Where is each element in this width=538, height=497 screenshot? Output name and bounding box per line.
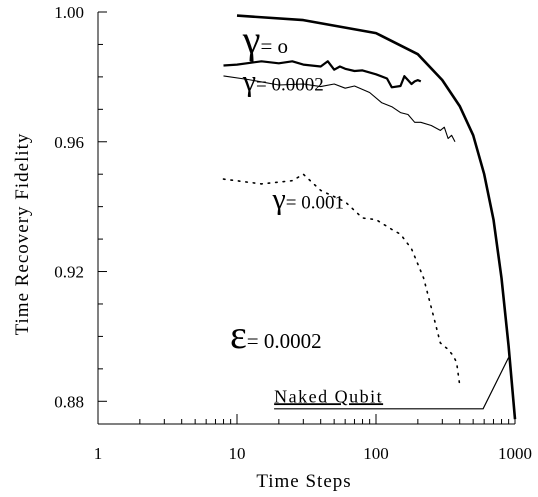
naked-qubit-pointer (274, 357, 510, 410)
series-line-2 (223, 60, 422, 89)
annotation-1: γ= o (242, 17, 288, 62)
series-line-1 (236, 14, 517, 420)
annotation-symbol: ε (230, 312, 247, 357)
annotation-text: = 0.0002 (256, 75, 324, 96)
annotation-2: γ= 0.0002 (242, 65, 324, 98)
annotation-symbol: γ (242, 65, 256, 98)
series-group (222, 14, 517, 420)
tick-labels: 1 10 100 1000 0.88 0.92 0.96 1.00 (54, 3, 532, 463)
tick-marks (97, 11, 516, 424)
x-tick-label: 10 (229, 444, 246, 463)
x-tick-label: 1000 (498, 444, 532, 463)
axes (97, 12, 515, 425)
annotation-symbol: γ (271, 182, 285, 215)
y-tick-label: 1.00 (54, 3, 84, 22)
annotation-text: = 0.0002 (247, 329, 322, 353)
y-tick-label: 0.96 (54, 133, 84, 152)
annotation-5: Naked Qubit (274, 386, 383, 406)
annotation-text: Naked Qubit (274, 386, 383, 406)
annotation-text: = o (260, 34, 288, 58)
series-line-3 (223, 75, 456, 143)
annotation-text: = 0.001 (286, 192, 344, 213)
annotation-3: γ= 0.001 (271, 182, 343, 215)
x-tick-label: 1 (94, 444, 103, 463)
x-tick-label: 100 (363, 444, 389, 463)
annotation-symbol: γ (242, 17, 261, 62)
y-tick-label: 0.88 (54, 392, 84, 411)
x-axis-label: Time Steps (256, 471, 351, 492)
y-axis-label: Time Recovery Fidelity (12, 133, 33, 336)
annotation-4: ε= 0.0002 (230, 312, 322, 357)
y-tick-label: 0.92 (54, 263, 84, 282)
